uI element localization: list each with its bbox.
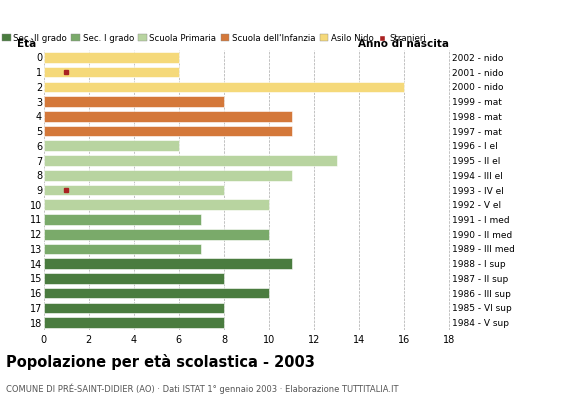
Text: Età: Età xyxy=(17,39,37,49)
Text: COMUNE DI PRÉ-SAINT-DIDIER (AO) · Dati ISTAT 1° gennaio 2003 · Elaborazione TUTT: COMUNE DI PRÉ-SAINT-DIDIER (AO) · Dati I… xyxy=(6,384,398,394)
Bar xyxy=(44,288,269,298)
Bar xyxy=(44,155,337,166)
Bar xyxy=(44,214,201,225)
Text: Popolazione per età scolastica - 2003: Popolazione per età scolastica - 2003 xyxy=(6,354,315,370)
Bar xyxy=(44,244,201,254)
Bar xyxy=(44,273,224,284)
Bar xyxy=(44,140,179,151)
Bar xyxy=(44,317,224,328)
Bar xyxy=(44,111,292,122)
Bar xyxy=(44,52,179,63)
Bar xyxy=(44,200,269,210)
Bar xyxy=(44,185,224,195)
Bar xyxy=(44,67,179,78)
Bar xyxy=(44,258,292,269)
Bar xyxy=(44,170,292,180)
Bar xyxy=(44,229,269,240)
Bar xyxy=(44,302,224,313)
Bar xyxy=(44,126,292,136)
Legend: Sec. II grado, Sec. I grado, Scuola Primaria, Scuola dell'Infanzia, Asilo Nido, : Sec. II grado, Sec. I grado, Scuola Prim… xyxy=(2,34,426,43)
Bar xyxy=(44,96,224,107)
Bar xyxy=(44,82,404,92)
Text: Anno di nascita: Anno di nascita xyxy=(358,39,450,49)
